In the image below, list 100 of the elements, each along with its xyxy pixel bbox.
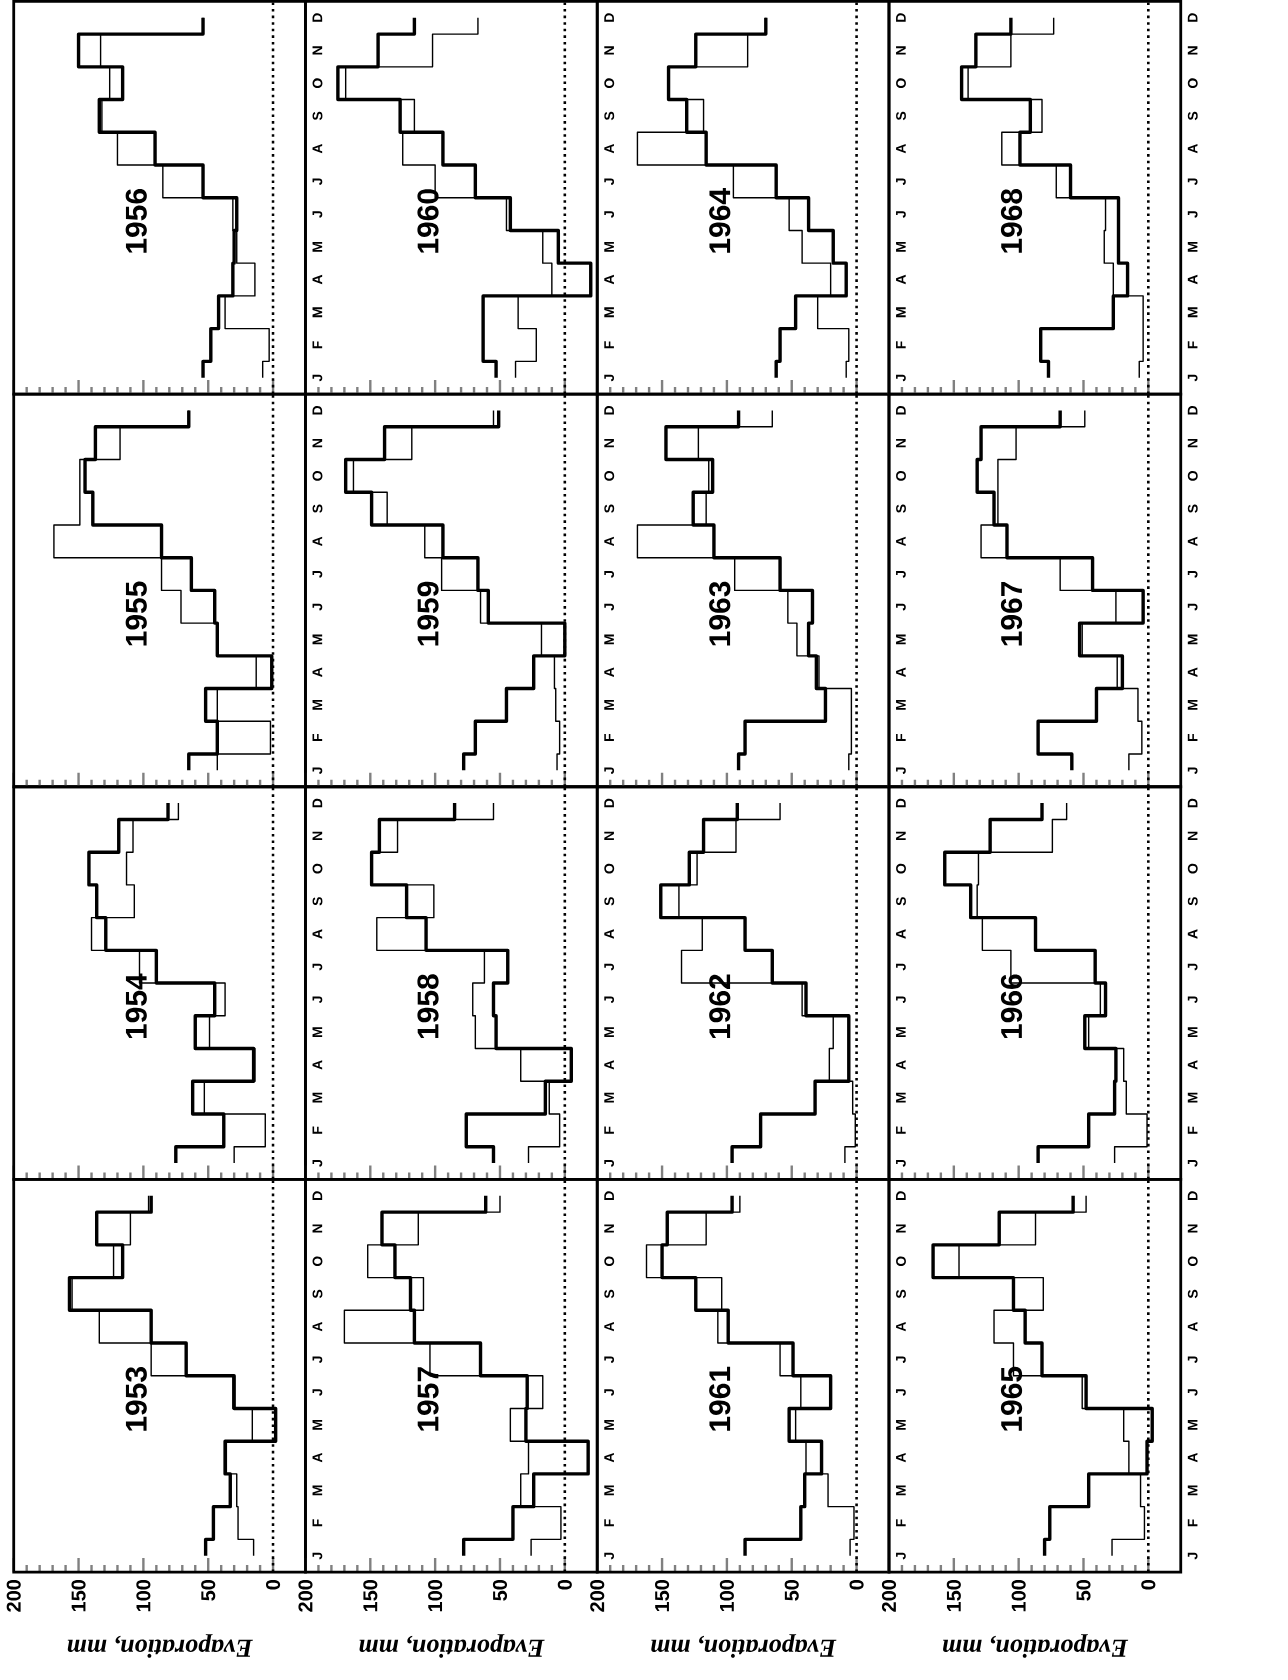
y-tick-label: J (1187, 1389, 1198, 1396)
y-tick-label: J (604, 178, 615, 186)
y-tick-label: F (312, 341, 323, 349)
y-tick-label: O (604, 863, 615, 874)
x-tick-label: 200 (6, 1579, 21, 1612)
y-tick-label: J (604, 1552, 615, 1560)
x-axis-title: Evaporation, mm (651, 1634, 837, 1658)
y-tick-label: D (312, 13, 323, 22)
text: 1964 (709, 188, 731, 253)
y-tick-label: J (896, 374, 906, 382)
x-tick-label: 150 (946, 1579, 962, 1612)
y-tick-label: S (1187, 897, 1198, 906)
y-tick-label: J (896, 571, 906, 578)
y-tick-label: S (312, 1289, 323, 1299)
text: 1968 (1001, 188, 1023, 253)
y-tick-label: O (1187, 78, 1198, 89)
y-tick-label: J (312, 963, 323, 971)
text: 1961 (709, 1366, 731, 1431)
y-tick-label: A (312, 929, 323, 939)
y-tick-label: N (1187, 439, 1198, 448)
y-tick-label: M (604, 1027, 615, 1038)
y-tick-label: J (312, 603, 323, 611)
x-tick-label: 50 (1076, 1579, 1091, 1601)
y-tick-label: J (896, 1389, 906, 1396)
y-tick-label: A (1187, 1322, 1198, 1332)
y-tick-label: A (896, 143, 906, 154)
y-tick-label: S (604, 1289, 615, 1299)
text: 1963 (709, 581, 731, 646)
y-tick-label: A (1187, 929, 1198, 939)
y-tick-label: A (604, 667, 615, 677)
y-tick-label: M (896, 700, 906, 710)
y-tick-label: A (604, 929, 615, 939)
y-tick-label: M (312, 1419, 323, 1430)
y-tick-label: O (896, 1256, 907, 1267)
y-tick-label: J (1187, 178, 1198, 186)
x-tick-label: 0 (557, 1579, 573, 1590)
y-tick-label: J (1187, 374, 1198, 382)
y-tick-label: J (312, 1356, 323, 1364)
y-tick-label: S (604, 111, 615, 121)
y-tick-label: M (1187, 307, 1198, 318)
y-tick-label: D (604, 13, 615, 22)
x-tick-label: 0 (849, 1579, 864, 1590)
y-tick-label: J (312, 374, 323, 382)
y-tick-label: D (312, 1191, 323, 1200)
y-tick-label: A (312, 1322, 323, 1332)
y-tick-label: A (604, 143, 615, 154)
y-tick-label: S (896, 1289, 907, 1299)
y-tick-label: J (604, 571, 615, 578)
y-tick-label: A (1187, 1452, 1198, 1463)
y-tick-label: N (896, 831, 906, 840)
y-tick-label: O (604, 471, 615, 481)
y-tick-label: D (1187, 1191, 1198, 1200)
y-tick-label: F (896, 1519, 906, 1527)
y-tick-label: O (896, 78, 907, 89)
y-tick-label: D (896, 405, 906, 415)
y-tick-label: M (604, 634, 615, 645)
text: 1966 (1001, 974, 1023, 1039)
y-tick-label: S (896, 897, 907, 906)
y-tick-label: N (896, 46, 906, 55)
y-tick-label: N (312, 46, 323, 55)
y-tick-label: F (604, 341, 615, 349)
y-tick-label: O (312, 471, 323, 481)
y-tick-label: A (896, 1452, 906, 1463)
y-tick-label: M (896, 1485, 906, 1496)
y-tick-label: J (1187, 1552, 1198, 1560)
y-tick-label: O (312, 78, 323, 89)
x-tick-label: 0 (1141, 1579, 1156, 1590)
y-tick-label: M (604, 700, 615, 710)
y-tick-label: J (604, 374, 615, 382)
y-tick-label: N (604, 46, 615, 55)
y-tick-label: F (1187, 1126, 1198, 1134)
y-tick-label: N (604, 439, 615, 448)
y-tick-label: N (604, 831, 615, 840)
y-tick-label: J (604, 1356, 615, 1364)
y-tick-label: J (604, 1389, 615, 1396)
y-tick-label: J (896, 211, 906, 218)
y-tick-label: M (312, 1485, 323, 1496)
y-tick-label: J (604, 963, 615, 971)
y-tick-label: N (1187, 831, 1198, 840)
y-tick-label: J (1187, 996, 1198, 1004)
x-tick-label: 100 (136, 1579, 151, 1612)
y-tick-label: J (312, 996, 323, 1004)
y-tick-label: J (312, 1389, 323, 1396)
y-tick-label: S (312, 897, 323, 906)
y-tick-label: J (604, 1160, 615, 1167)
y-tick-label: N (312, 831, 323, 840)
y-tick-label: J (896, 1552, 906, 1560)
y-tick-label: A (896, 536, 906, 547)
y-tick-label: A (604, 1060, 615, 1070)
text: 1956 (125, 189, 148, 253)
text: 1958 (417, 974, 439, 1039)
y-tick-label: S (1187, 1289, 1198, 1299)
y-tick-label: O (1187, 1256, 1198, 1267)
y-tick-label: M (1187, 700, 1198, 710)
x-tick-label: 200 (298, 1579, 313, 1612)
y-tick-label: M (1187, 1419, 1198, 1430)
y-tick-label: O (896, 471, 907, 481)
y-tick-label: F (312, 733, 323, 741)
y-tick-label: S (604, 897, 615, 906)
y-tick-label: O (312, 863, 323, 874)
